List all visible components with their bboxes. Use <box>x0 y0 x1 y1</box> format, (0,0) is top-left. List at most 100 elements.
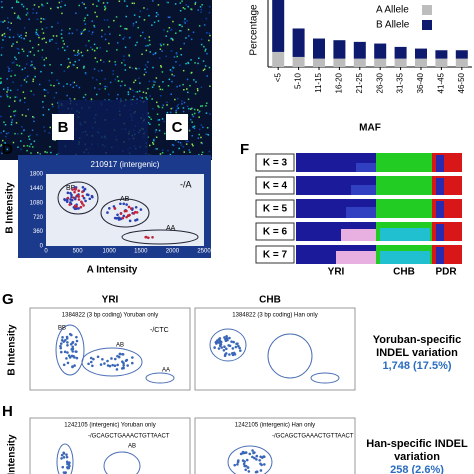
dot <box>68 464 71 468</box>
speckle-dot <box>48 79 51 82</box>
speckle-dot <box>116 49 118 51</box>
speckle-dot <box>142 91 145 93</box>
speckle-dot <box>44 130 46 132</box>
speckle-dot <box>42 114 45 116</box>
x-tick-label: 41-45 <box>437 72 446 93</box>
speckle-dot <box>171 70 173 73</box>
dot <box>121 216 125 220</box>
speckle-dot <box>0 115 2 118</box>
speckle-dot <box>152 141 154 144</box>
speckle-dot <box>131 67 134 69</box>
speckle-dot <box>104 78 106 80</box>
label-box <box>255 222 295 241</box>
speckle-dot <box>69 28 71 30</box>
speckle-dot <box>179 2 182 4</box>
speckle-dot <box>26 63 28 65</box>
speckle-dot <box>183 42 185 45</box>
speckle-dot <box>61 0 63 3</box>
speckle-dot <box>52 105 54 108</box>
speckle-dot <box>115 16 118 18</box>
speckle-dot <box>132 22 135 25</box>
speckle-dot <box>20 140 22 142</box>
dot <box>223 336 226 339</box>
structure-plot: K = 3 K = 4 K = 5 K = 6 K = 7 YRI CHB PDR <box>255 153 462 278</box>
speckle-dot <box>181 100 183 102</box>
speckle-dot <box>91 31 94 33</box>
speckle-dot <box>128 54 130 56</box>
dot <box>237 344 240 348</box>
speckle-dot <box>193 125 196 128</box>
speckle-dot <box>185 140 188 143</box>
speckle-dot <box>167 16 170 18</box>
speckle-dot <box>6 94 8 96</box>
speckle-dot <box>0 81 2 83</box>
speckle-dot <box>124 69 127 71</box>
dot <box>59 344 62 348</box>
speckle-dot <box>84 23 87 25</box>
speckle-dot <box>5 132 8 135</box>
bar <box>292 56 305 67</box>
speckle-dot <box>36 133 38 136</box>
speckle-dot <box>147 87 149 90</box>
speckle-dot <box>207 134 210 136</box>
speckle-dot <box>149 51 151 53</box>
structure-chb2 <box>380 251 430 264</box>
speckle-dot <box>185 62 187 65</box>
speckle-dot <box>157 13 159 16</box>
x-tick-label: <5 <box>273 72 282 82</box>
dot <box>74 187 78 190</box>
dot <box>66 361 70 365</box>
speckle-dot <box>172 144 175 147</box>
speckle-dot <box>200 11 202 13</box>
dot <box>82 196 86 200</box>
speckle-dot <box>112 70 114 72</box>
cluster-ring <box>267 333 313 379</box>
speckle-dot <box>67 58 70 60</box>
speckle-dot <box>92 77 94 79</box>
dot <box>66 191 70 195</box>
label-box <box>255 176 295 195</box>
speckle-dot <box>200 105 202 107</box>
speckle-dot <box>60 6 62 8</box>
speckle-dot <box>21 126 23 128</box>
speckle-dot <box>71 32 74 35</box>
dot <box>66 343 69 347</box>
speckle-dot <box>183 89 185 91</box>
speckle-dot <box>22 5 25 8</box>
dot <box>68 332 72 336</box>
speckle-dot <box>186 105 189 108</box>
speckle-dot <box>135 68 138 70</box>
speckle-dot <box>46 2 49 4</box>
speckle-dot <box>160 66 163 68</box>
speckle-dot <box>149 43 151 46</box>
genotype: -/GCAGCTGAAACTGTTAACT <box>272 434 354 440</box>
x-tick-label: 36-40 <box>416 72 425 93</box>
speckle-dot <box>10 75 12 77</box>
speckle-dot <box>155 129 157 131</box>
population: CHB <box>393 267 415 278</box>
speckle-dot <box>155 15 158 18</box>
dot <box>106 359 109 363</box>
speckle-dot <box>149 144 151 147</box>
dot <box>68 356 72 359</box>
cluster-ring <box>310 372 340 384</box>
speckle-dot <box>166 104 168 106</box>
speckle-dot <box>82 30 84 33</box>
speckle-dot <box>9 96 11 99</box>
speckle-dot <box>192 126 194 128</box>
speckle-dot <box>112 73 114 75</box>
dot <box>65 453 68 456</box>
label-box <box>166 114 188 140</box>
speckle-dot <box>188 128 191 131</box>
speckle-dot <box>172 151 174 153</box>
dot <box>217 347 221 350</box>
speckle-dot <box>180 48 182 50</box>
dot <box>226 338 229 342</box>
speckle-dot <box>45 41 47 44</box>
speckle-dot <box>69 61 71 64</box>
speckle-dot <box>198 128 201 131</box>
speckle-dot <box>136 91 139 93</box>
speckle-dot <box>40 70 42 73</box>
speckle-dot <box>119 98 122 100</box>
speckle-dot <box>179 85 181 87</box>
